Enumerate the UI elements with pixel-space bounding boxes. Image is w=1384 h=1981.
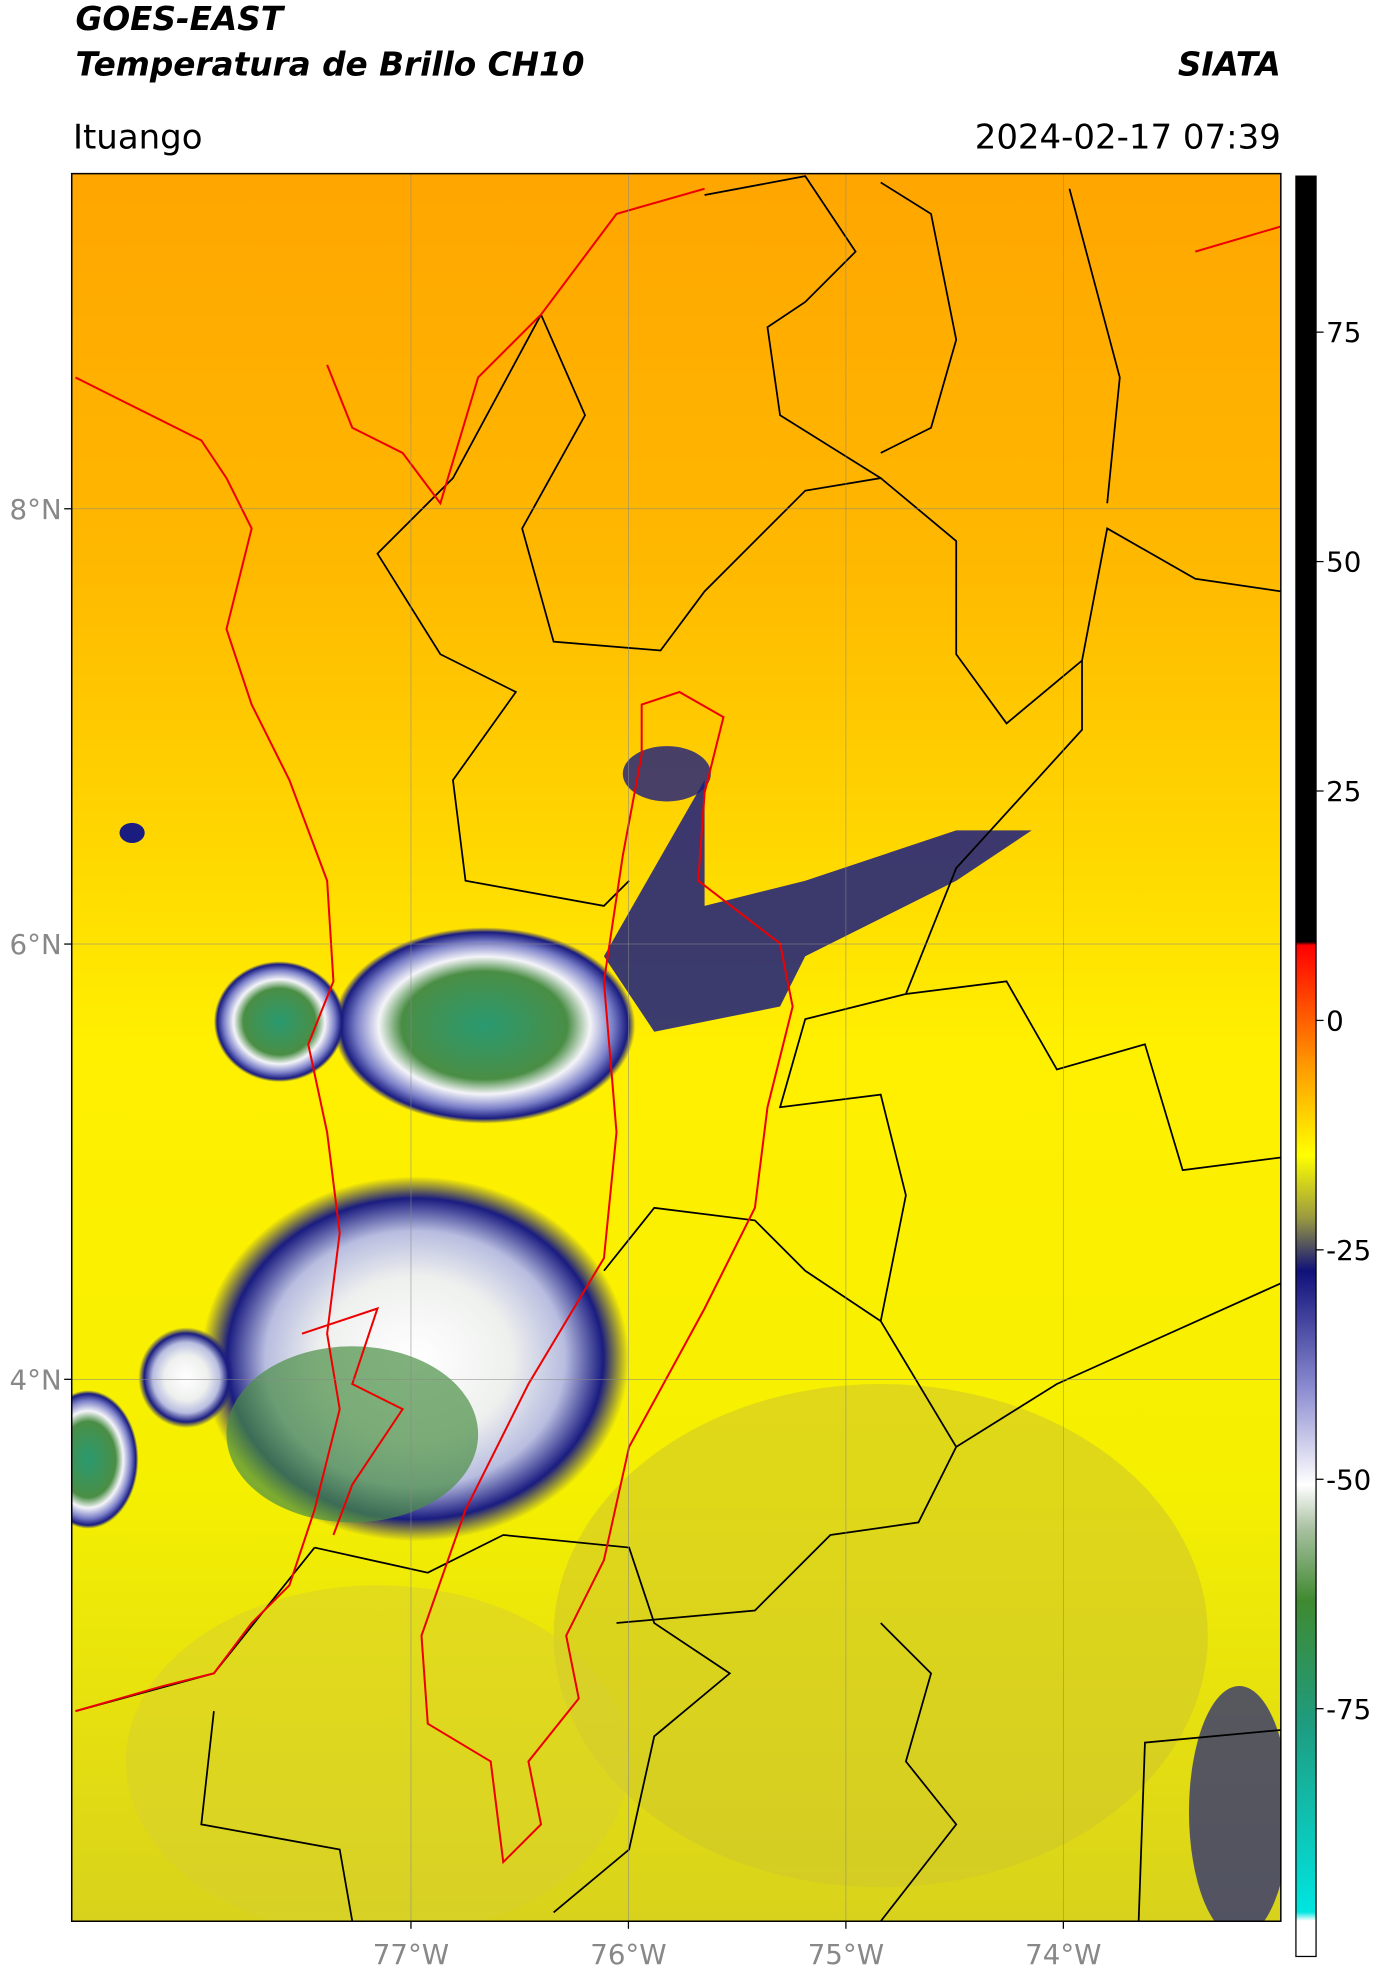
- colorbar-tick-label: 0: [1326, 1004, 1344, 1037]
- map-frame: [70, 172, 1282, 1922]
- colorbar-tick-label: -75: [1326, 1693, 1371, 1726]
- x-tick-label: 76°W: [590, 1938, 666, 1971]
- title: GOES-EAST: [75, 0, 285, 38]
- colorbar-tick-label: 25: [1326, 775, 1361, 808]
- source: SIATA: [1178, 45, 1281, 83]
- colorbar-tick-label: 75: [1326, 316, 1361, 349]
- colorbar: [1295, 175, 1317, 1958]
- colorbar-tick-label: -25: [1326, 1234, 1371, 1267]
- colorbar-tick-label: -50: [1326, 1463, 1371, 1496]
- timestamp: 2024-02-17 07:39: [975, 117, 1281, 157]
- colorbar-tick-label: 50: [1326, 546, 1361, 579]
- y-tick-label: 4°N: [10, 1363, 62, 1396]
- x-tick-label: 77°W: [373, 1938, 449, 1971]
- y-tick-label: 6°N: [10, 928, 62, 961]
- subtitle: Temperatura de Brillo CH10: [75, 45, 584, 83]
- x-tick-label: 74°W: [1025, 1938, 1101, 1971]
- y-tick-label: 8°N: [10, 493, 62, 526]
- map-image: [71, 173, 1281, 1922]
- x-tick-label: 75°W: [808, 1938, 884, 1971]
- map-grid: [71, 173, 1281, 1922]
- location: Ituango: [73, 117, 203, 157]
